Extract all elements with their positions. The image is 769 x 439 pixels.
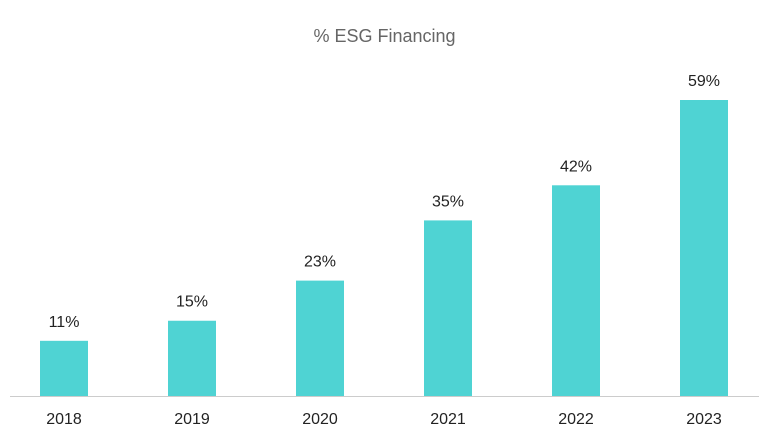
bar-2019 bbox=[168, 320, 216, 396]
value-label-2021: 35% bbox=[432, 193, 464, 210]
value-label-2018: 11% bbox=[49, 314, 80, 331]
chart-title: % ESG Financing bbox=[313, 26, 456, 46]
x-tick-label-2023: 2023 bbox=[686, 411, 722, 428]
x-tick-label-2019: 2019 bbox=[174, 411, 210, 428]
value-labels-group: 11% 15% 23% 35% 42% 59% bbox=[49, 73, 720, 331]
value-label-2022: 42% bbox=[560, 158, 592, 175]
bar-2018 bbox=[40, 340, 88, 396]
bar-2022 bbox=[552, 185, 600, 396]
value-label-2023: 59% bbox=[688, 73, 720, 90]
bars-group bbox=[40, 100, 728, 396]
x-tick-label-2018: 2018 bbox=[46, 411, 82, 428]
bar-2023 bbox=[680, 100, 728, 396]
x-tick-label-2022: 2022 bbox=[558, 411, 594, 428]
x-tick-label-2021: 2021 bbox=[430, 411, 466, 428]
value-label-2019: 15% bbox=[176, 294, 208, 311]
bar-2021 bbox=[424, 220, 472, 396]
x-tick-labels-group: 2018 2019 2020 2021 2022 2023 bbox=[46, 411, 722, 428]
x-tick-label-2020: 2020 bbox=[302, 411, 338, 428]
bar-2020 bbox=[296, 280, 344, 396]
value-label-2020: 23% bbox=[304, 254, 336, 271]
